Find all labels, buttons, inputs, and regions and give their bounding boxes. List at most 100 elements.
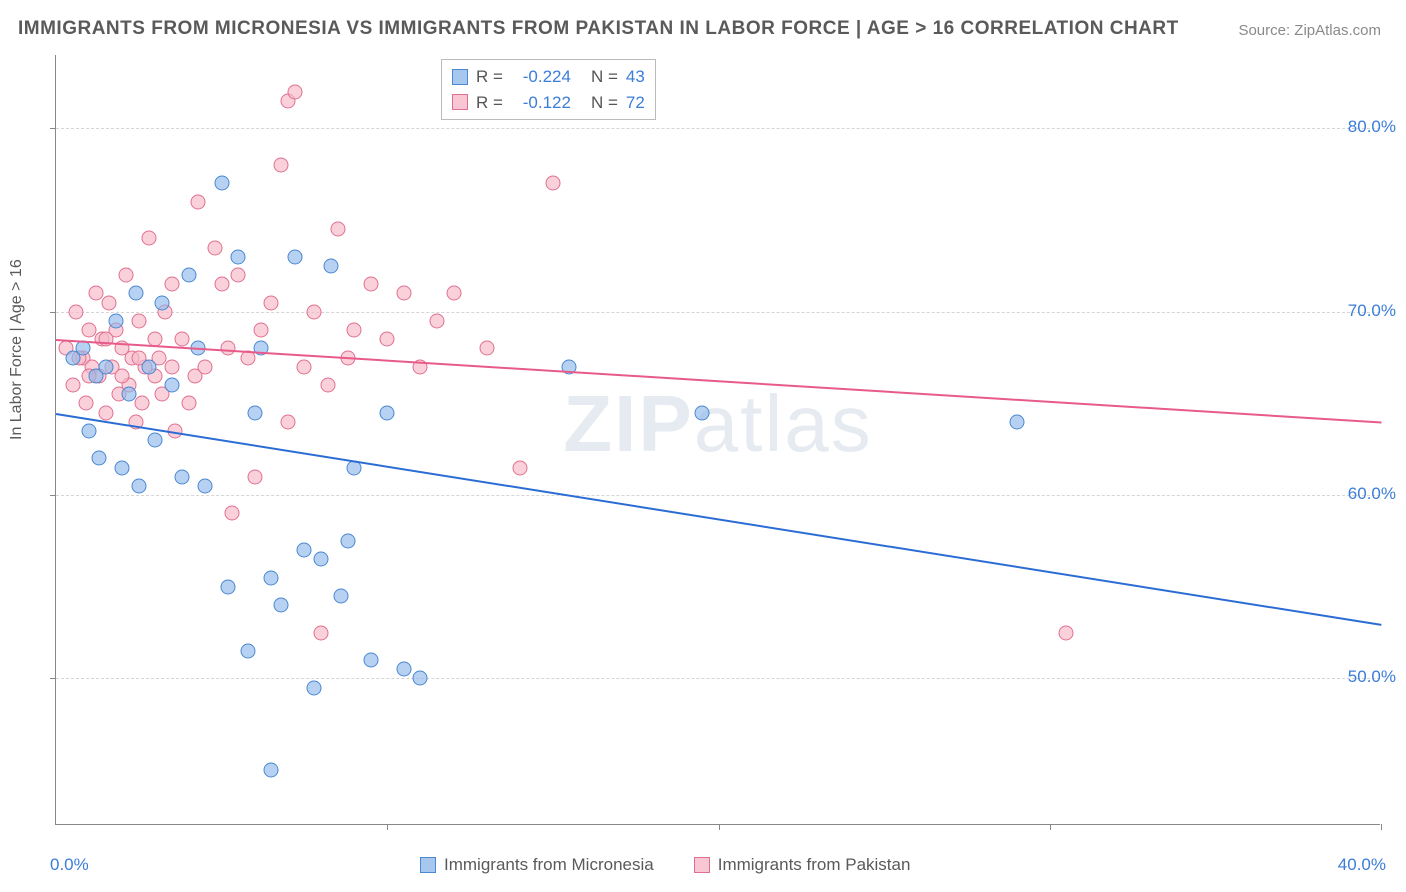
data-point	[191, 194, 206, 209]
data-point	[102, 295, 117, 310]
x-axis-min-label: 0.0%	[50, 855, 89, 875]
data-point	[231, 249, 246, 264]
r-label: R =	[476, 90, 503, 116]
data-point	[174, 469, 189, 484]
data-point	[68, 304, 83, 319]
data-point	[307, 680, 322, 695]
gridline	[56, 128, 1380, 129]
data-point	[287, 84, 302, 99]
legend-swatch	[694, 857, 710, 873]
data-point	[82, 423, 97, 438]
data-point	[396, 286, 411, 301]
data-point	[231, 268, 246, 283]
trend-line	[56, 413, 1381, 626]
data-point	[264, 763, 279, 778]
data-point	[380, 332, 395, 347]
data-point	[131, 313, 146, 328]
y-tick-label: 70.0%	[1348, 301, 1396, 321]
data-point	[164, 359, 179, 374]
data-point	[264, 295, 279, 310]
data-point	[307, 304, 322, 319]
data-point	[135, 396, 150, 411]
data-point	[92, 451, 107, 466]
data-point	[363, 653, 378, 668]
data-point	[198, 359, 213, 374]
bottom-legend: Immigrants from Micronesia Immigrants fro…	[420, 855, 910, 875]
data-point	[247, 405, 262, 420]
data-point	[396, 662, 411, 677]
data-point	[241, 643, 256, 658]
y-tick-label: 50.0%	[1348, 667, 1396, 687]
data-point	[198, 478, 213, 493]
data-point	[297, 543, 312, 558]
y-tick	[50, 128, 56, 129]
legend-swatch	[420, 857, 436, 873]
data-point	[446, 286, 461, 301]
data-point	[118, 268, 133, 283]
x-tick	[719, 824, 720, 830]
y-tick-label: 60.0%	[1348, 484, 1396, 504]
data-point	[155, 295, 170, 310]
data-point	[287, 249, 302, 264]
data-point	[247, 469, 262, 484]
data-point	[174, 332, 189, 347]
n-label: N =	[591, 64, 618, 90]
data-point	[320, 378, 335, 393]
data-point	[545, 176, 560, 191]
data-point	[1059, 625, 1074, 640]
data-point	[429, 313, 444, 328]
data-point	[274, 598, 289, 613]
data-point	[254, 323, 269, 338]
gridline	[56, 312, 1380, 313]
data-point	[164, 277, 179, 292]
data-point	[208, 240, 223, 255]
legend-label: Immigrants from Micronesia	[444, 855, 654, 875]
legend-item: Immigrants from Micronesia	[420, 855, 654, 875]
data-point	[98, 359, 113, 374]
gridline	[56, 495, 1380, 496]
r-label: R =	[476, 64, 503, 90]
legend-swatch	[452, 94, 468, 110]
x-tick	[387, 824, 388, 830]
data-point	[128, 286, 143, 301]
data-point	[221, 341, 236, 356]
chart-title: IMMIGRANTS FROM MICRONESIA VS IMMIGRANTS…	[18, 18, 1179, 40]
legend-swatch	[452, 69, 468, 85]
data-point	[108, 313, 123, 328]
data-point	[214, 277, 229, 292]
legend-label: Immigrants from Pakistan	[718, 855, 911, 875]
data-point	[333, 588, 348, 603]
y-tick	[50, 495, 56, 496]
r-value: -0.224	[511, 64, 571, 90]
data-point	[88, 286, 103, 301]
n-value: 43	[626, 64, 645, 90]
y-axis-label: In Labor Force | Age > 16	[8, 259, 26, 440]
data-point	[148, 433, 163, 448]
plot-area: ZIPatlasR =-0.224N =43R =-0.122N =72	[55, 55, 1380, 825]
data-point	[121, 387, 136, 402]
data-point	[181, 268, 196, 283]
x-tick	[1050, 824, 1051, 830]
data-point	[363, 277, 378, 292]
data-point	[131, 478, 146, 493]
data-point	[221, 579, 236, 594]
data-point	[512, 460, 527, 475]
legend-item: Immigrants from Pakistan	[694, 855, 911, 875]
data-point	[141, 231, 156, 246]
correlation-row: R = -0.224 N = 43	[452, 64, 645, 90]
data-point	[314, 552, 329, 567]
data-point	[280, 414, 295, 429]
data-point	[380, 405, 395, 420]
correlation-row: R =-0.122N =72	[452, 90, 645, 116]
y-tick-label: 80.0%	[1348, 117, 1396, 137]
data-point	[224, 506, 239, 521]
n-label: N =	[591, 90, 618, 116]
data-point	[330, 222, 345, 237]
data-point	[78, 396, 93, 411]
watermark: ZIPatlas	[563, 378, 872, 470]
r-value: -0.122	[511, 90, 571, 116]
data-point	[75, 341, 90, 356]
data-point	[297, 359, 312, 374]
data-point	[82, 323, 97, 338]
data-point	[181, 396, 196, 411]
